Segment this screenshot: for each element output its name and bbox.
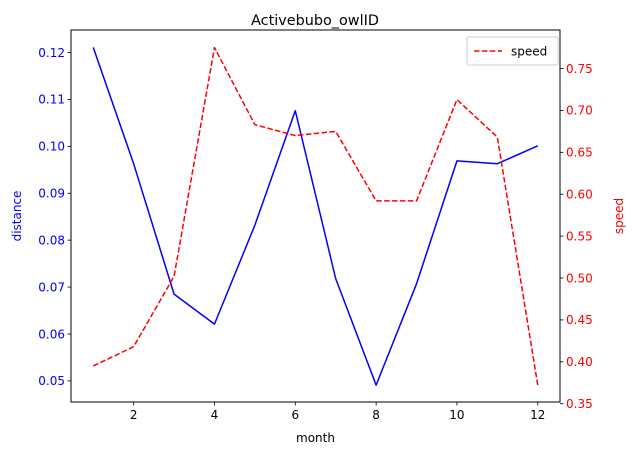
x-tick-label: 8 <box>372 408 380 422</box>
y-right-tick-label: 0.35 <box>566 397 593 411</box>
distance-series-line <box>92 47 539 386</box>
y-left-tick-label: 0.06 <box>38 327 65 341</box>
y-left-tick-label: 0.11 <box>38 93 65 107</box>
y-right-tick-label: 0.55 <box>566 229 593 243</box>
y-left-tick-label: 0.05 <box>38 374 65 388</box>
chart-title: Activebubo_owlID <box>251 13 379 29</box>
speed-series-line <box>92 46 539 386</box>
x-tick-label: 6 <box>291 408 299 422</box>
y-left-tick-label: 0.12 <box>38 46 65 60</box>
y-left-axis-label: distance <box>10 191 24 242</box>
y-right-tick-label: 0.60 <box>566 188 593 202</box>
y-right-tick-label: 0.50 <box>566 271 593 285</box>
x-tick-label: 10 <box>449 408 464 422</box>
legend-label-speed: speed <box>511 45 547 59</box>
y-right-tick-label: 0.70 <box>566 104 593 118</box>
y-right-tick-label: 0.45 <box>566 313 593 327</box>
y-left-tick-label: 0.10 <box>38 140 65 154</box>
y-right-tick-label: 0.75 <box>566 62 593 76</box>
y-left-tick-label: 0.09 <box>38 187 65 201</box>
legend-box <box>466 36 559 66</box>
legend: speed <box>466 36 559 66</box>
plot-area <box>92 46 539 386</box>
x-axis-label: month <box>296 431 335 445</box>
y-left-tick-label: 0.07 <box>38 280 65 294</box>
x-tick-label: 12 <box>530 408 545 422</box>
plot-frame <box>70 29 561 403</box>
x-tick-label: 2 <box>130 408 138 422</box>
y-right-axis-label: speed <box>612 198 626 234</box>
y-right-tick-label: 0.65 <box>566 146 593 160</box>
y-right-tick-label: 0.40 <box>566 355 593 369</box>
y-left-tick-label: 0.08 <box>38 233 65 247</box>
x-tick-label: 4 <box>211 408 219 422</box>
